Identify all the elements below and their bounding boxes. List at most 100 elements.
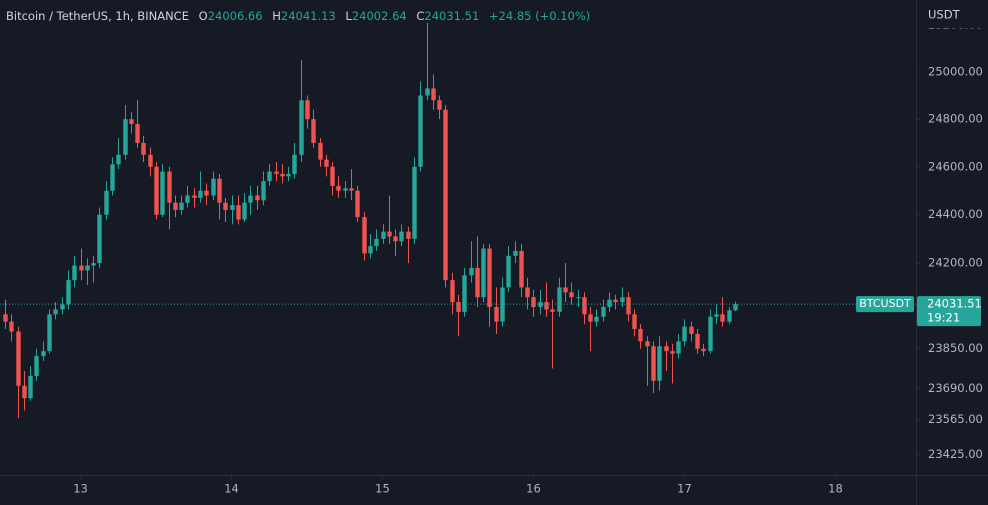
currency-label: USDT: [928, 8, 961, 22]
symbol-tag-label: BTCUSDT: [859, 297, 911, 310]
y-tick-label: 24600.00: [928, 159, 983, 173]
candle-body: [450, 280, 455, 303]
candle-body: [620, 297, 625, 303]
candle-body: [588, 314, 593, 322]
candle-body: [318, 142, 323, 160]
candle-body: [550, 309, 555, 312]
candle-body: [525, 287, 530, 298]
open-label: O: [198, 9, 208, 23]
candle-body: [192, 195, 197, 198]
candle-body: [280, 173, 285, 177]
candle-body: [601, 306, 606, 317]
high-value: 24041.13: [280, 9, 336, 23]
candle-body: [708, 316, 713, 352]
candle-body: [733, 304, 738, 311]
candle-body: [53, 309, 58, 315]
candle-body: [91, 263, 96, 266]
candle-body: [261, 181, 266, 201]
candle-body: [481, 248, 486, 298]
symbol: Bitcoin / TetherUS, 1h, BINANCE: [6, 9, 189, 23]
candle-body: [557, 287, 562, 312]
candle-body: [248, 195, 253, 203]
candle-body: [230, 205, 235, 210]
candle-body: [47, 314, 52, 352]
candle-body: [462, 275, 467, 312]
candle-body: [695, 333, 700, 349]
candle-body: [311, 119, 316, 143]
y-tick-label: 23565.00: [928, 412, 983, 426]
candle-body: [299, 100, 304, 155]
open-value: 24006.66: [207, 9, 263, 23]
candle-body: [349, 188, 354, 191]
candle-body: [487, 248, 492, 307]
symbol-tag: [856, 296, 914, 313]
candle-body: [607, 299, 612, 307]
price-tag-label: 24031.51: [927, 297, 982, 311]
candle-body: [204, 190, 209, 196]
x-tick-label: 16: [526, 482, 541, 496]
candle-body: [34, 356, 39, 376]
close-label: C: [416, 9, 425, 23]
candle-body: [399, 231, 404, 242]
x-tick-label: 13: [73, 482, 88, 496]
x-tick-label: 17: [677, 482, 692, 496]
candle-body: [198, 190, 203, 198]
candle-body: [594, 316, 599, 322]
candle-body: [355, 190, 360, 218]
candle-body: [330, 166, 335, 186]
candle-body: [387, 231, 392, 237]
candle-body: [242, 202, 247, 220]
axes: 23425.00 23565.00 23690.00 23850.00 24200.00…: [73, 18, 983, 496]
candle-body: [362, 217, 367, 254]
candle-body: [104, 190, 109, 215]
candle-body: [16, 331, 21, 386]
candle-body: [720, 314, 725, 322]
candle-body: [129, 119, 134, 124]
candle-body: [443, 109, 448, 281]
candle-body: [727, 310, 732, 322]
candle-body: [223, 202, 228, 210]
candle-body: [670, 351, 675, 354]
candle-body: [500, 287, 505, 322]
candle-body: [437, 100, 442, 110]
candle-body: [123, 119, 128, 155]
y-tick-label: 24400.00: [928, 207, 983, 221]
candle-body: [79, 265, 84, 271]
candle-body: [28, 375, 33, 399]
candle-body: [41, 351, 46, 357]
candle-body: [305, 100, 310, 120]
candle-body: [22, 385, 27, 399]
candle-body: [148, 154, 153, 167]
candle-body: [689, 326, 694, 334]
candle-body: [286, 173, 291, 177]
candle-body: [292, 154, 297, 174]
candle-body: [211, 178, 216, 196]
high-label: H: [272, 9, 281, 23]
candle-body: [456, 302, 461, 312]
plot-area: [0, 22, 916, 419]
legend-header: Bitcoin / TetherUS, 1h, BINANCE O24006.6…: [6, 9, 590, 23]
candle-body: [701, 348, 706, 352]
candle-body: [381, 231, 386, 239]
candle-body: [576, 297, 581, 299]
candle-body: [626, 297, 631, 315]
candle-body: [569, 292, 574, 298]
candle-body: [343, 188, 348, 191]
candle-body: [632, 314, 637, 330]
price-tag: [917, 296, 981, 327]
candle-body: [185, 195, 190, 203]
candle-body: [544, 302, 549, 310]
candle-body: [9, 321, 14, 332]
candle-body: [236, 205, 241, 220]
candle-body: [97, 214, 102, 264]
candle-body: [431, 88, 436, 101]
y-tick-label: 23690.00: [928, 381, 983, 395]
y-tick-label: 23425.00: [928, 447, 983, 461]
x-tick-label: 15: [375, 482, 390, 496]
candle-body: [154, 166, 159, 215]
countdown-label: 19:21: [927, 311, 960, 325]
y-tick-label: 24200.00: [928, 256, 983, 270]
candle-body: [582, 297, 587, 315]
candle-body: [135, 123, 140, 143]
